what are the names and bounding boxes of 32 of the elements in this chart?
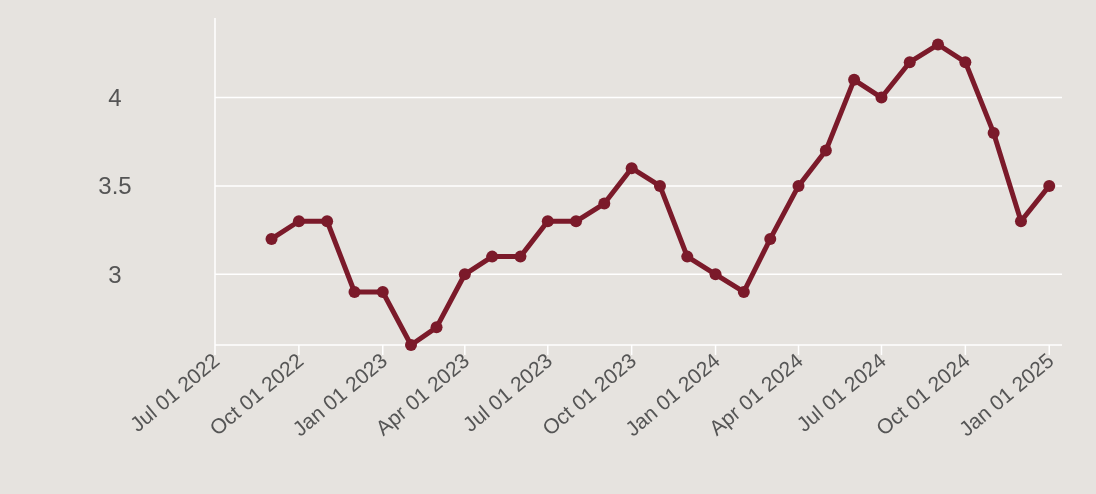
point [321, 215, 334, 228]
point [458, 268, 471, 281]
point [598, 197, 611, 210]
point [792, 179, 805, 192]
point [348, 285, 361, 298]
point [1014, 215, 1027, 228]
point [987, 126, 1000, 139]
point [819, 144, 832, 157]
point [265, 232, 278, 245]
point [737, 285, 750, 298]
y-tick-label: 3.5 [98, 172, 132, 200]
point [514, 250, 527, 263]
point [430, 321, 443, 334]
point [570, 215, 583, 228]
point [681, 250, 694, 263]
point [709, 268, 722, 281]
point [653, 179, 666, 192]
point [376, 285, 389, 298]
point [625, 162, 638, 175]
point [848, 73, 861, 86]
y-tick-label: 3 [108, 260, 122, 288]
point [405, 339, 418, 351]
point [486, 250, 499, 263]
point [903, 56, 916, 69]
point [541, 215, 554, 228]
y-tick-label: 4 [108, 83, 122, 111]
point [292, 215, 305, 228]
point [1043, 179, 1056, 192]
point [932, 38, 944, 51]
point [875, 91, 888, 104]
point [959, 56, 972, 69]
point [764, 232, 777, 245]
